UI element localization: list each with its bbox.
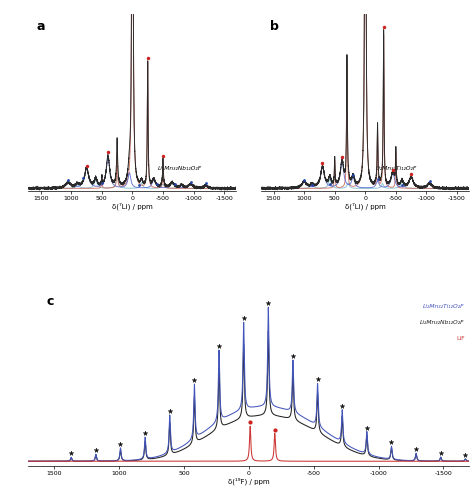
X-axis label: δ(¹⁹F) / ppm: δ(¹⁹F) / ppm (228, 476, 270, 484)
Text: LiF: LiF (456, 335, 465, 340)
Text: Li₂Mn₃₂Ti₁₂O₂F: Li₂Mn₃₂Ti₁₂O₂F (376, 166, 417, 171)
Text: b: b (270, 21, 279, 33)
X-axis label: δ(⁷Li) / ppm: δ(⁷Li) / ppm (112, 202, 153, 210)
Text: Li₂Mn₃₂Nb₁₂O₂F: Li₂Mn₃₂Nb₁₂O₂F (157, 166, 201, 171)
Legend: Experimental, Li1 (paramagnetic), Li2 (paramagnetic), Li3 (diamagnetic), Sum fit: Experimental, Li1 (paramagnetic), Li2 (p… (377, 57, 452, 96)
Text: c: c (46, 295, 54, 308)
Text: Li₂Mn₃₂Nb₁₂O₂F: Li₂Mn₃₂Nb₁₂O₂F (420, 319, 465, 324)
Text: a: a (37, 21, 45, 33)
Text: Li₂Mn₃₂Ti₁₂O₂F: Li₂Mn₃₂Ti₁₂O₂F (423, 303, 465, 308)
X-axis label: δ(⁷Li) / ppm: δ(⁷Li) / ppm (345, 202, 386, 210)
